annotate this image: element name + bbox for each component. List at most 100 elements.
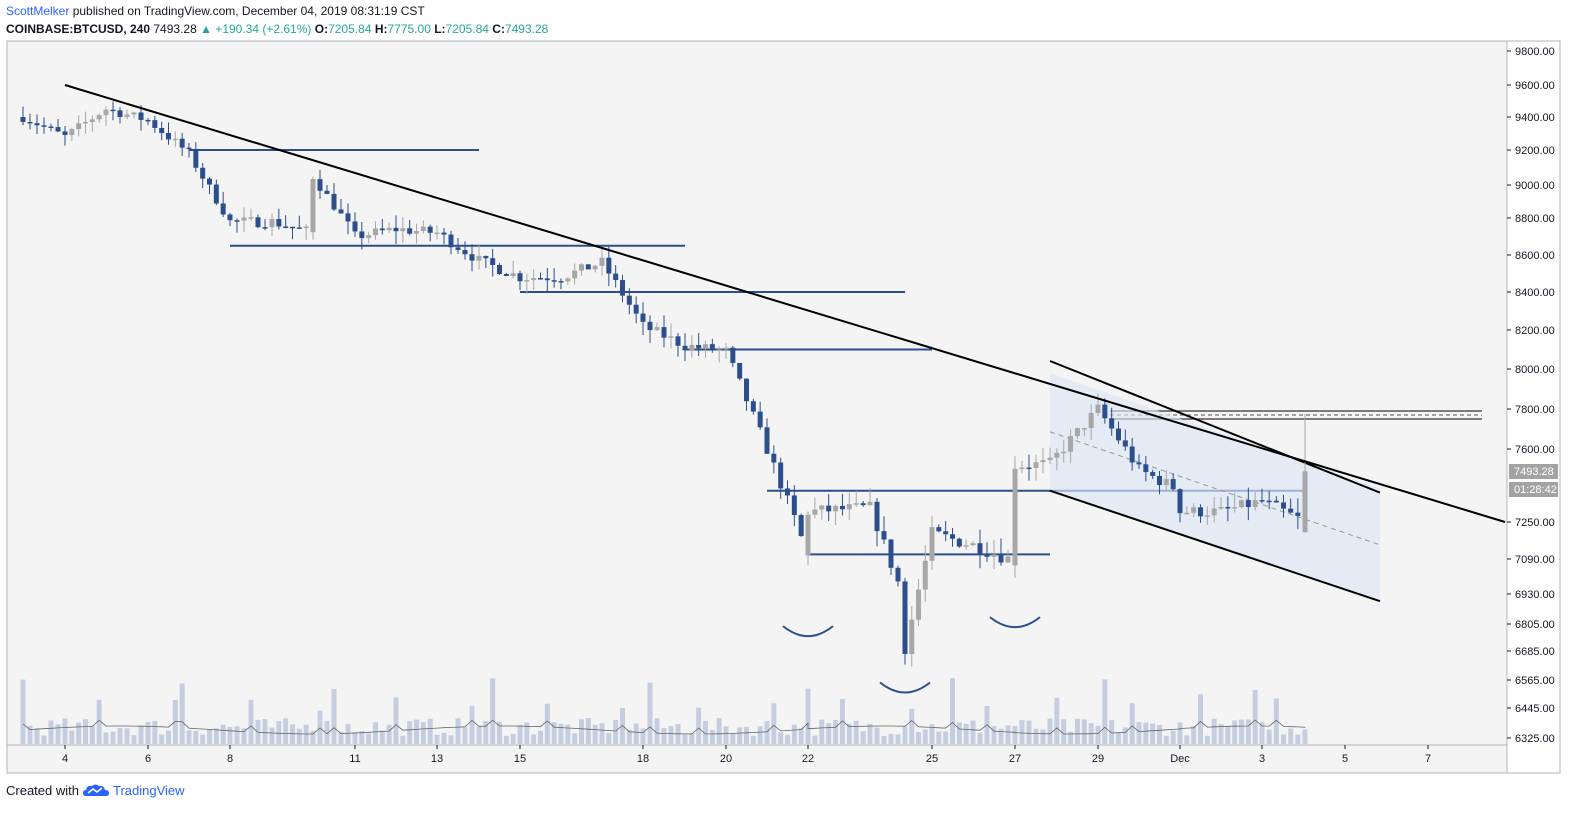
candle-body xyxy=(1266,500,1272,503)
volume-bar xyxy=(585,718,591,744)
y-tick-label: 8600.00 xyxy=(1515,250,1555,262)
x-tick-label: 18 xyxy=(637,753,649,765)
candle-body xyxy=(826,505,832,512)
channel-upper-line xyxy=(1049,360,1381,494)
volume-bar xyxy=(345,724,351,744)
candle-body xyxy=(1245,500,1251,508)
volume-bar xyxy=(69,730,75,744)
tradingview-brand[interactable]: TradingView xyxy=(112,783,185,798)
volume-bar xyxy=(503,735,509,744)
candle-body xyxy=(55,127,61,132)
candle-body xyxy=(420,226,426,231)
candle-body xyxy=(626,295,632,305)
candle-body xyxy=(661,327,667,338)
volume-bar xyxy=(331,688,337,744)
time-axis[interactable]: 4 6 8 11 13 15 18 20 22 25 27 29 Dec 3 5 7 xyxy=(62,745,1431,765)
candle-body xyxy=(716,349,722,351)
volume-bar xyxy=(1198,694,1203,744)
volume-bar xyxy=(936,731,942,744)
volume-bar xyxy=(991,726,997,744)
x-tick-label: Dec xyxy=(1170,753,1190,765)
candle-body xyxy=(709,344,715,351)
volume-bar xyxy=(1177,725,1183,744)
volume-bar xyxy=(352,732,358,744)
candle-body xyxy=(1211,508,1217,516)
last-value: 7493.28 xyxy=(153,22,197,36)
volume-bar xyxy=(145,721,151,744)
candle-body xyxy=(592,265,598,270)
candle-body xyxy=(276,219,282,227)
high-value: 7775.00 xyxy=(387,22,431,36)
volume-ma-line xyxy=(22,719,1306,735)
candle-body xyxy=(737,362,743,379)
candle-body xyxy=(296,227,302,229)
candle-body xyxy=(1095,404,1101,413)
candle-body xyxy=(497,264,502,275)
volume-bar xyxy=(34,728,40,744)
candle-body xyxy=(1170,479,1176,490)
candle-body xyxy=(469,254,475,261)
candle-body xyxy=(62,131,68,135)
volume-bar xyxy=(916,732,921,744)
bottom-arc xyxy=(879,681,931,694)
candle-body xyxy=(441,232,447,235)
volume-bar xyxy=(909,708,915,744)
volume-bar xyxy=(1232,720,1238,744)
candle-body xyxy=(1232,507,1238,509)
volume-bar xyxy=(1266,729,1272,744)
volume-bar xyxy=(764,721,770,744)
volume-bar xyxy=(1019,720,1025,744)
x-tick-label: 13 xyxy=(431,753,443,765)
candle-body xyxy=(1225,506,1231,509)
volume-bar xyxy=(96,699,102,744)
volume-bar xyxy=(262,718,268,744)
candle-body xyxy=(317,179,323,191)
price-axis[interactable]: 9800.00 9600.00 9400.00 9200.00 9000.00 8800.… xyxy=(1507,46,1555,745)
candle-body xyxy=(785,488,790,496)
candle-body xyxy=(172,138,178,141)
volume-bar xyxy=(1281,734,1286,744)
candle-body xyxy=(620,280,625,296)
candle-body xyxy=(902,581,908,602)
channel-fill xyxy=(1050,373,1380,602)
candle-body xyxy=(1047,457,1053,461)
y-tick-label: 6930.00 xyxy=(1515,589,1555,601)
y-tick-label: 7250.00 xyxy=(1515,517,1555,529)
volume-bar xyxy=(798,728,804,744)
volume-bar xyxy=(626,729,632,744)
y-tick-label: 9600.00 xyxy=(1515,80,1555,92)
y-tick-label: 8400.00 xyxy=(1515,287,1555,299)
volume-bar xyxy=(633,723,639,744)
volume-bar xyxy=(248,699,254,744)
candle-body xyxy=(234,220,240,222)
volume-bar xyxy=(544,703,550,744)
volume-bar xyxy=(296,728,302,744)
candle-body xyxy=(407,228,413,234)
volume-bar xyxy=(317,710,323,744)
x-tick-label: 5 xyxy=(1342,753,1348,765)
volume-bar xyxy=(1047,718,1053,744)
open-value: 7205.84 xyxy=(328,22,372,36)
volume-bar xyxy=(833,719,839,744)
volume-bar xyxy=(227,726,233,744)
volume-bar xyxy=(977,732,983,744)
high-label: H: xyxy=(374,22,388,36)
candle-body xyxy=(853,503,859,505)
candle-body xyxy=(771,453,777,463)
volume-bar xyxy=(565,724,571,744)
volume-bar xyxy=(874,727,880,744)
candle-body xyxy=(764,427,770,454)
author-link[interactable]: ScottMelker xyxy=(6,4,70,18)
candle-body xyxy=(565,278,571,282)
volume-bar xyxy=(888,733,894,744)
volume-bar xyxy=(359,731,365,744)
volume-bar xyxy=(1170,730,1176,744)
candle-body xyxy=(1129,446,1135,463)
volume-bar xyxy=(1081,719,1087,744)
descending-channel xyxy=(1049,360,1381,603)
volume-bar xyxy=(1163,735,1169,744)
close-label: C: xyxy=(492,22,505,36)
volume-bar xyxy=(131,735,137,744)
volume-bar xyxy=(895,734,901,744)
